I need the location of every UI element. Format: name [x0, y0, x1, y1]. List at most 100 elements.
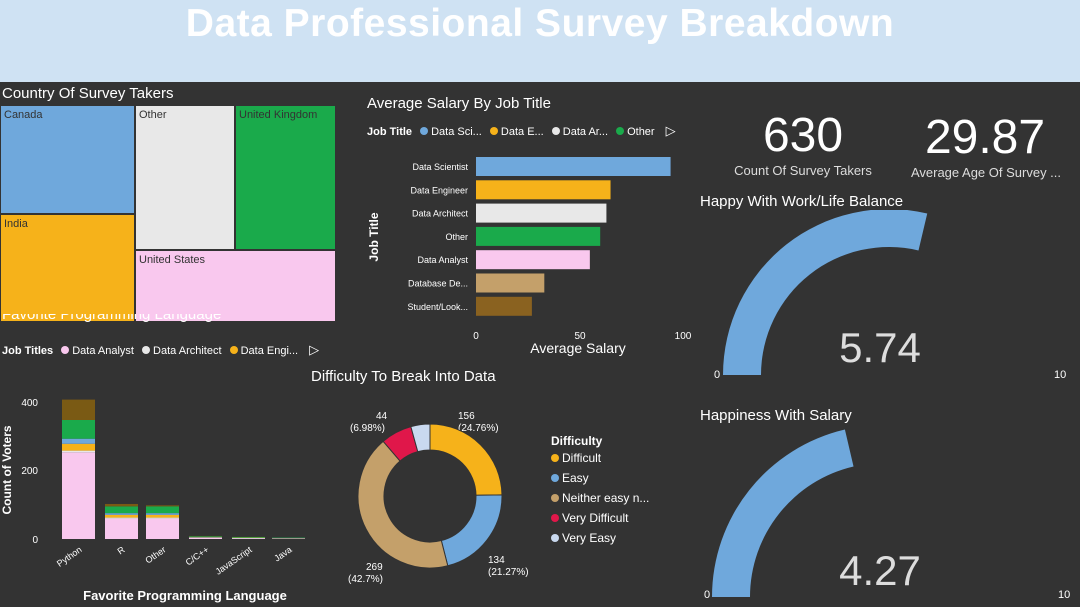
salary-bar: [476, 296, 532, 316]
salary-happiness-gauge[interactable]: 4.27 0 10: [700, 425, 1080, 605]
gauge1-title: Happy With Work/Life Balance: [700, 193, 904, 210]
treemap-cell-india[interactable]: India: [0, 214, 135, 322]
title-banner: [0, 0, 1080, 82]
donut-label-difficult-n: 156: [458, 411, 475, 422]
donut-slice: [429, 423, 503, 496]
legend-dot-icon: [551, 534, 559, 542]
gauge2-title: Happiness With Salary: [700, 407, 852, 424]
lang-category-label: Other: [143, 544, 167, 565]
lang-bar-segment: [62, 443, 95, 451]
salary-xlabel: Average Salary: [530, 340, 625, 356]
legend-dot-icon: [551, 454, 559, 462]
lang-bar-segment: [232, 536, 265, 538]
lang-legend-item[interactable]: Data Engi...: [240, 345, 299, 357]
salary-legend-item[interactable]: Data E...: [500, 126, 544, 138]
salary-bar: [476, 180, 611, 200]
salary-category-label: Other: [445, 232, 468, 242]
salary-category-label: Data Scientist: [412, 162, 468, 172]
legend-dot-icon: [551, 494, 559, 502]
salary-legend-item[interactable]: Data Ar...: [562, 126, 609, 138]
lang-ytick: 200: [21, 466, 38, 477]
lang-bar-segment: [105, 513, 138, 515]
donut-label-vd-p: (6.98%): [350, 423, 385, 434]
gauge1-max: 10: [1054, 369, 1066, 381]
lang-bar-segment: [146, 505, 179, 507]
difficulty-donut-chart[interactable]: 156 (24.76%) 134 (21.27%) 269 (42.7%) 44…: [340, 400, 640, 590]
legend-dot-icon: [489, 127, 498, 135]
salary-legend-label: Job Title: [367, 126, 413, 138]
salary-bar: [476, 226, 601, 246]
lang-bar-segment: [105, 506, 138, 514]
treemap-cell-united-kingdom[interactable]: United Kingdom: [235, 105, 336, 250]
salary-bar: [476, 250, 590, 270]
gauge2-value: 4.27: [839, 547, 921, 594]
donut-slice: [410, 423, 431, 453]
lang-category-label: JavaScript: [213, 544, 254, 577]
treemap-cell-united-states[interactable]: United States: [135, 250, 336, 322]
lang-title-wrapper: Favorite Programming Language: [2, 314, 221, 328]
donut-legend-item[interactable]: Easy: [562, 471, 589, 485]
treemap-cell-other[interactable]: Other: [135, 105, 235, 250]
salary-category-label: Data Analyst: [417, 255, 468, 265]
donut-legend[interactable]: Difficulty Difficult Easy Neither easy n…: [551, 434, 649, 545]
salary-legend-item[interactable]: Other: [627, 126, 655, 138]
lang-bar-segment: [105, 514, 138, 518]
lang-legend-label: Job Titles: [2, 345, 54, 357]
legend-dot-icon: [142, 346, 151, 354]
salary-category-label: Data Architect: [412, 209, 469, 219]
donut-legend-item[interactable]: Neither easy n...: [562, 491, 650, 505]
country-treemap[interactable]: Canada Other United Kingdom India United…: [0, 105, 336, 322]
legend-dot-icon: [616, 127, 625, 135]
gauge2-min: 0: [704, 589, 710, 601]
lang-category-label: C/C++: [184, 544, 211, 567]
lang-ytick: 400: [21, 398, 38, 409]
lang-bar-segment: [146, 514, 179, 518]
salary-category-label: Student/Look...: [407, 302, 468, 312]
salary-legend[interactable]: Job Title Data Sci... Data E... Data Ar.…: [367, 123, 676, 139]
lang-legend[interactable]: Job Titles Data Analyst Data Architect D…: [2, 342, 319, 358]
salary-bar-chart[interactable]: Job Title Average Salary 0 50 100 Data S…: [360, 145, 700, 360]
gauge2-max: 10: [1058, 589, 1070, 601]
donut-legend-item[interactable]: Very Difficult: [562, 511, 629, 525]
lang-title: Favorite Programming Language: [2, 314, 222, 323]
lang-bar-segment: [232, 538, 265, 539]
lang-bar-segment: [62, 399, 95, 420]
lang-category-label: Python: [55, 544, 84, 568]
salary-tick: 50: [574, 331, 586, 342]
gauge-fill-arc: [723, 210, 928, 375]
lang-category-label: R: [116, 544, 127, 556]
lang-bar-segment: [62, 452, 95, 539]
lang-bar-segment: [146, 518, 179, 539]
gauge-fill-arc: [712, 429, 854, 597]
page-title: Data Professional Survey Breakdown: [185, 2, 895, 45]
lang-bar-segment: [189, 537, 222, 539]
donut-legend-item[interactable]: Very Easy: [562, 531, 617, 545]
lang-bar-segment: [146, 506, 179, 514]
salary-bar: [476, 157, 671, 176]
salary-bar: [476, 273, 545, 293]
legend-dot-icon: [551, 127, 560, 135]
language-stacked-bar-chart[interactable]: Count of Voters Favorite Programming Lan…: [0, 385, 320, 607]
salary-tick: 0: [473, 331, 479, 342]
legend-next-page-icon[interactable]: ▷: [665, 123, 676, 138]
lang-bar-segment: [105, 503, 138, 507]
donut-label-easy-p: (21.27%): [488, 567, 529, 578]
lang-bar-segment: [189, 536, 222, 537]
legend-dot-icon: [420, 127, 429, 135]
lang-legend-item[interactable]: Data Architect: [153, 345, 222, 357]
lang-legend-item[interactable]: Data Analyst: [72, 345, 134, 357]
lang-bar-segment: [105, 518, 138, 539]
count-kpi-label: Count Of Survey Takers: [734, 163, 872, 178]
salary-legend-item[interactable]: Data Sci...: [431, 126, 482, 138]
gauge1-value: 5.74: [839, 324, 921, 371]
worklife-gauge[interactable]: 5.74 0 10: [700, 210, 1080, 385]
salary-chart-title: Average Salary By Job Title: [367, 95, 551, 112]
legend-next-page-icon[interactable]: ▷: [309, 342, 320, 357]
lang-bar-segment: [146, 517, 179, 519]
legend-dot-icon: [551, 474, 559, 482]
lang-xlabel: Favorite Programming Language: [83, 588, 287, 603]
treemap-cell-canada[interactable]: Canada: [0, 105, 135, 214]
count-kpi-value: 630: [762, 109, 844, 162]
treemap-title: Country Of Survey Takers: [2, 85, 174, 102]
donut-legend-item[interactable]: Difficult: [562, 451, 602, 465]
